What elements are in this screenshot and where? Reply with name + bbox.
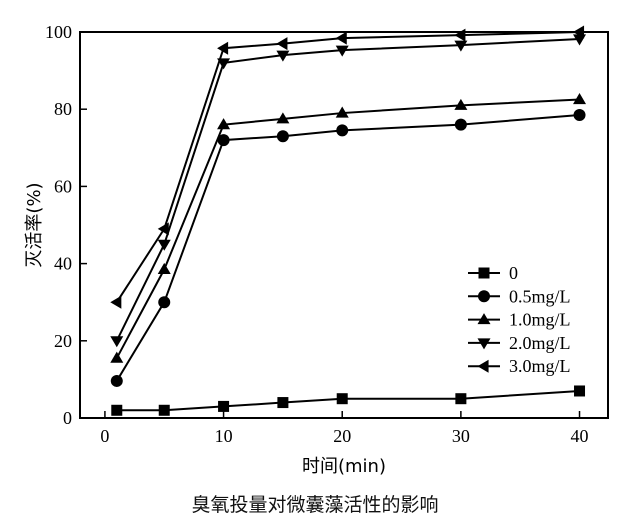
marker-triangle-down <box>276 50 290 62</box>
marker-triangle-down <box>157 239 171 251</box>
marker-triangle-left <box>573 25 585 39</box>
series-1.0mg/L <box>110 93 587 363</box>
y-tick-label: 60 <box>54 176 72 196</box>
marker-square <box>478 267 490 279</box>
series-line <box>116 389 580 412</box>
legend-item: 1.0mg/L <box>468 310 571 330</box>
marker-circle <box>158 296 171 309</box>
marker-square <box>111 404 123 416</box>
figure-caption: 臭氧投量对微囊藻活性的影响 <box>191 494 439 516</box>
axes: 0 10 20 30 40 0 20 40 60 80 100 <box>45 22 609 446</box>
plot-frame <box>79 31 609 419</box>
y-tick-label: 20 <box>54 331 72 351</box>
legend-item: 3.0mg/L <box>468 356 571 376</box>
marker-triangle-up <box>110 351 124 363</box>
marker-triangle-up <box>157 262 171 274</box>
marker-triangle-left <box>110 295 122 309</box>
marker-triangle-up <box>335 106 349 118</box>
marker-square <box>336 393 348 405</box>
marker-triangle-left <box>335 31 347 45</box>
marker-square <box>218 400 230 412</box>
legend-item: 0 <box>468 263 518 283</box>
legend-label: 0.5mg/L <box>509 286 571 306</box>
marker-circle <box>110 374 123 387</box>
series-3.0mg/L <box>110 25 585 309</box>
x-tick-label: 20 <box>333 426 351 446</box>
marker-square <box>455 393 467 405</box>
marker-triangle-left <box>477 359 489 373</box>
x-tick-label: 0 <box>100 426 109 446</box>
legend-label: 3.0mg/L <box>509 356 571 376</box>
marker-triangle-down <box>110 336 124 348</box>
marker-circle <box>454 118 467 131</box>
legend-item: 0.5mg/L <box>468 286 571 306</box>
series-line <box>115 31 580 303</box>
marker-triangle-down <box>335 45 349 57</box>
y-tick-label: 0 <box>63 408 72 428</box>
y-tick-label: 40 <box>54 254 72 274</box>
marker-square <box>574 385 586 397</box>
marker-circle <box>478 290 490 303</box>
y-axis-label: 灭活率(%) <box>24 182 45 267</box>
marker-triangle-up <box>477 313 491 325</box>
series-2.0mg/L <box>110 34 587 348</box>
marker-square <box>277 397 289 409</box>
marker-circle <box>217 134 230 147</box>
marker-square <box>158 404 170 416</box>
marker-circle <box>336 124 349 137</box>
marker-triangle-left <box>157 222 169 236</box>
y-tick-label: 80 <box>54 99 72 119</box>
x-tick-label: 40 <box>571 426 589 446</box>
marker-circle <box>276 130 289 143</box>
legend-label: 1.0mg/L <box>509 310 571 330</box>
marker-triangle-left <box>276 37 288 51</box>
marker-circle <box>573 108 586 121</box>
legend-item: 2.0mg/L <box>468 333 571 353</box>
x-tick-label: 30 <box>452 426 470 446</box>
x-axis-label: 时间(min) <box>302 456 386 477</box>
marker-triangle-left <box>454 28 466 42</box>
series-0.5mg/L <box>110 108 586 387</box>
legend: 0 0.5mg/L 1.0mg/L 2.0mg/L 3.0mg/L <box>468 263 571 376</box>
marker-triangle-up <box>217 118 231 130</box>
marker-triangle-down <box>477 338 491 350</box>
y-tick-label: 100 <box>45 22 72 42</box>
series-0 <box>111 385 586 416</box>
marker-triangle-up <box>276 112 290 124</box>
legend-label: 2.0mg/L <box>509 333 571 353</box>
marker-triangle-left <box>217 41 229 55</box>
marker-triangle-up <box>573 93 587 105</box>
marker-triangle-up <box>454 98 468 110</box>
legend-label: 0 <box>509 263 518 283</box>
series-group <box>110 25 587 416</box>
marker-triangle-down <box>454 40 468 52</box>
x-tick-label: 10 <box>215 426 233 446</box>
